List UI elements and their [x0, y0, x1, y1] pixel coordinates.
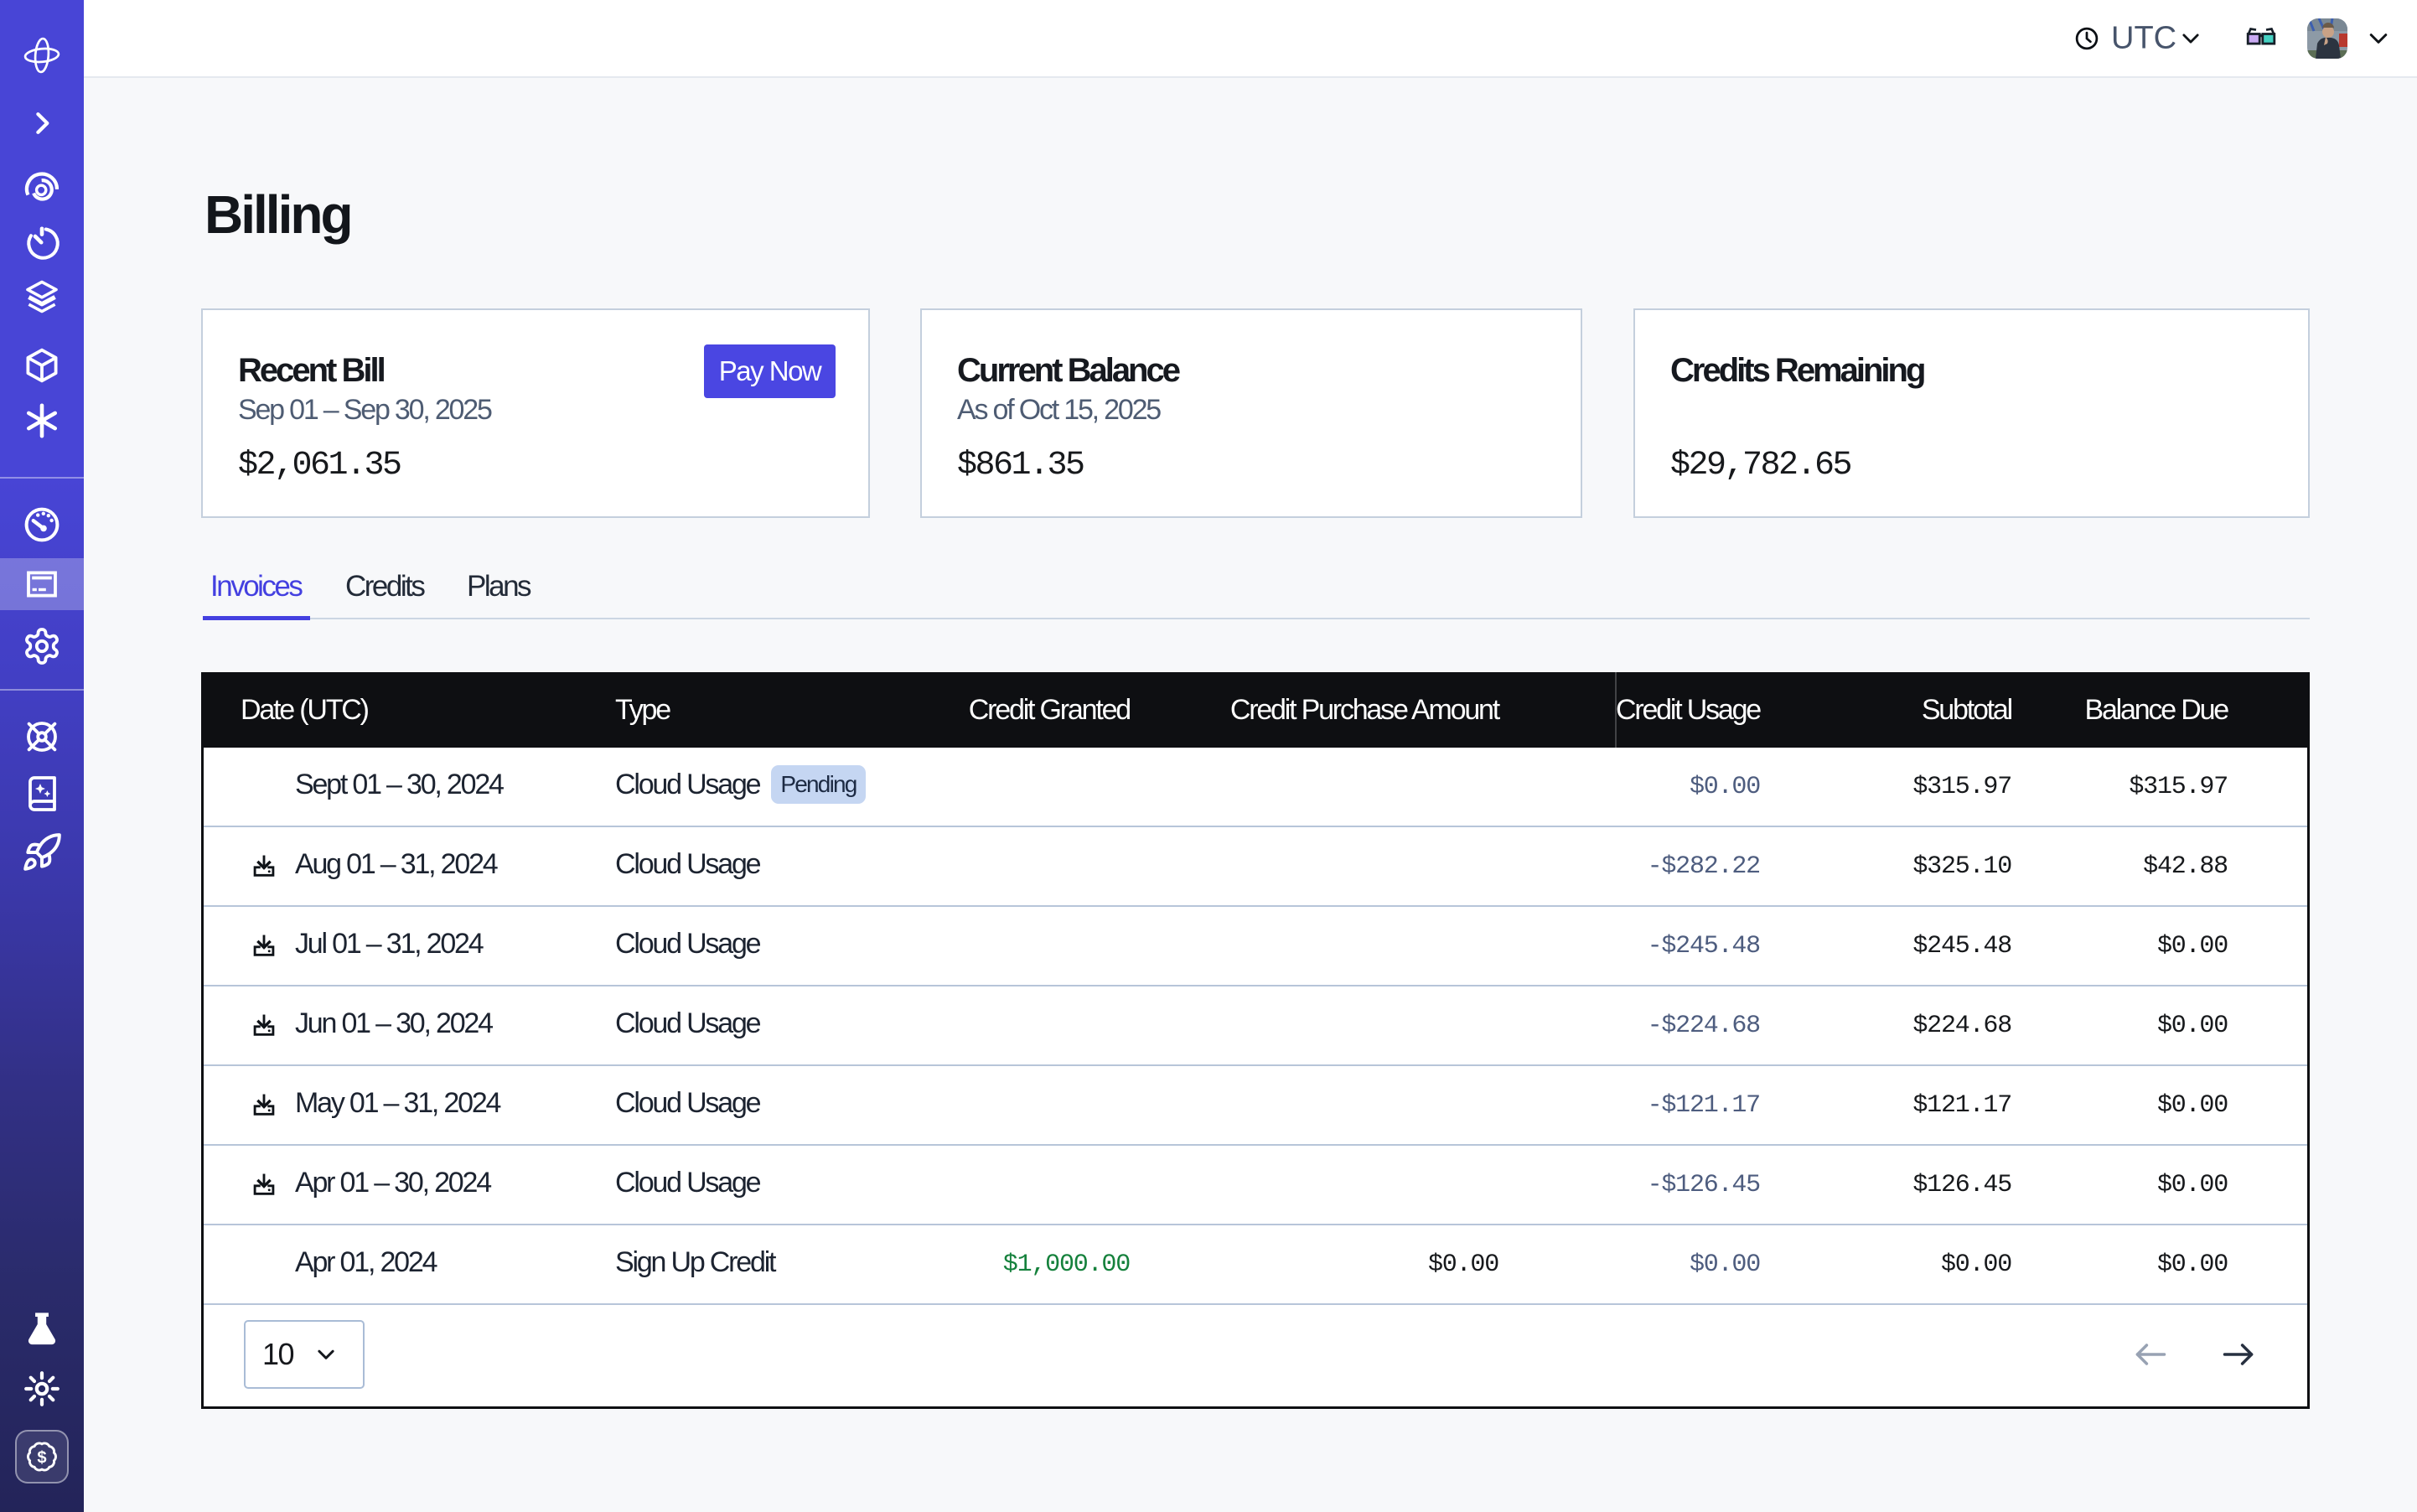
- svg-text:$: $: [37, 1448, 46, 1467]
